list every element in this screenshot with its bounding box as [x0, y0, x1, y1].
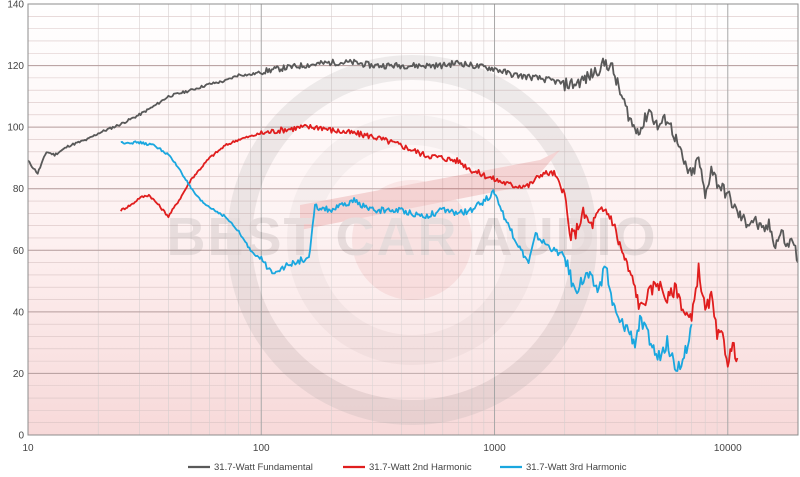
series-line-3 — [120, 140, 693, 372]
watermark-logo: BEST CAR AUDIO — [166, 55, 657, 425]
legend-label: 31.7-Watt 3rd Harmonic — [526, 462, 627, 473]
y-tick-label: 40 — [13, 307, 25, 318]
y-tick-label: 20 — [13, 369, 25, 380]
y-axis-labels: 0 20 40 60 80 100 120 140 — [7, 0, 24, 442]
y-tick-label: 60 — [13, 246, 25, 257]
y-tick-label: 80 — [13, 184, 25, 195]
legend-label: 31.7-Watt 2nd Harmonic — [369, 462, 472, 473]
watermark-text: BEST CAR AUDIO — [166, 207, 657, 267]
plot-area — [28, 4, 798, 435]
x-tick-label: 100 — [253, 443, 270, 454]
series-lines — [28, 57, 798, 372]
y-tick-label: 140 — [7, 0, 24, 11]
x-axis-labels: 10 100 1000 10000 — [22, 443, 742, 454]
y-tick-label: 100 — [7, 123, 24, 134]
y-tick-label: 0 — [18, 431, 24, 442]
series-line-2 — [120, 123, 739, 368]
x-tick-label: 10 — [22, 443, 34, 454]
legend-label: 31.7-Watt Fundamental — [214, 462, 313, 473]
series-line-1 — [28, 57, 798, 264]
x-tick-label: 10000 — [714, 443, 742, 454]
legend: 31.7-Watt Fundamental 31.7-Watt 2nd Harmo… — [188, 462, 627, 473]
x-tick-label: 1000 — [483, 443, 506, 454]
y-tick-label: 120 — [7, 61, 24, 72]
plot-border — [27, 3, 799, 436]
